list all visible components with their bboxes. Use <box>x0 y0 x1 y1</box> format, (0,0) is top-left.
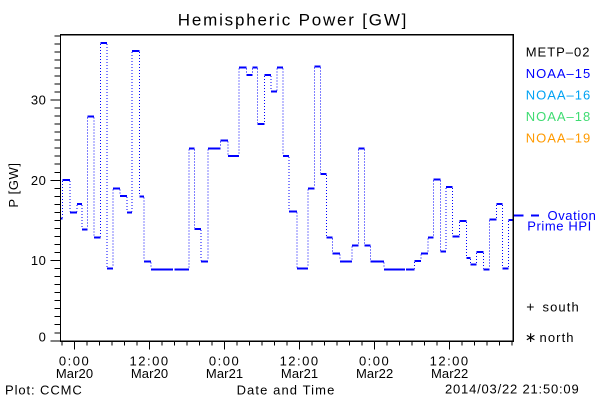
svg-text:south: south <box>543 299 580 314</box>
svg-text:Plot: CCMC: Plot: CCMC <box>5 383 83 398</box>
svg-text:0: 0 <box>39 330 47 345</box>
svg-text:NOAA–19: NOAA–19 <box>526 131 592 146</box>
svg-text:+: + <box>526 298 534 314</box>
svg-text:Ovation: Ovation <box>548 208 597 223</box>
svg-text:Mar21: Mar21 <box>206 366 243 381</box>
svg-text:Hemispheric Power [GW]: Hemispheric Power [GW] <box>178 11 408 30</box>
svg-text:Date and Time: Date and Time <box>237 382 336 397</box>
svg-text:Mar22: Mar22 <box>431 366 468 381</box>
svg-text:20: 20 <box>31 173 47 188</box>
svg-text:30: 30 <box>31 93 47 108</box>
svg-text:0:00: 0:00 <box>209 354 240 369</box>
svg-text:Mar21: Mar21 <box>281 366 318 381</box>
svg-text:∗: ∗ <box>525 329 537 345</box>
svg-text:NOAA–15: NOAA–15 <box>526 66 592 81</box>
svg-text:Mar20: Mar20 <box>56 366 93 381</box>
svg-text:NOAA–16: NOAA–16 <box>526 88 592 103</box>
svg-text:12:00: 12:00 <box>280 354 320 369</box>
svg-text:Prime HPI: Prime HPI <box>527 218 592 233</box>
svg-text:Mar20: Mar20 <box>131 366 168 381</box>
svg-text:NOAA–18: NOAA–18 <box>526 109 592 124</box>
svg-text:0:00: 0:00 <box>359 354 390 369</box>
svg-text:north: north <box>540 330 575 345</box>
svg-text:0:00: 0:00 <box>59 354 90 369</box>
svg-text:10: 10 <box>31 253 47 268</box>
svg-text:METP–02: METP–02 <box>526 44 591 59</box>
svg-text:2014/03/22 21:50:09: 2014/03/22 21:50:09 <box>445 381 579 396</box>
svg-text:12:00: 12:00 <box>430 354 470 369</box>
svg-text:P [GW]: P [GW] <box>6 162 21 207</box>
svg-text:Mar22: Mar22 <box>356 366 393 381</box>
svg-text:12:00: 12:00 <box>130 354 170 369</box>
